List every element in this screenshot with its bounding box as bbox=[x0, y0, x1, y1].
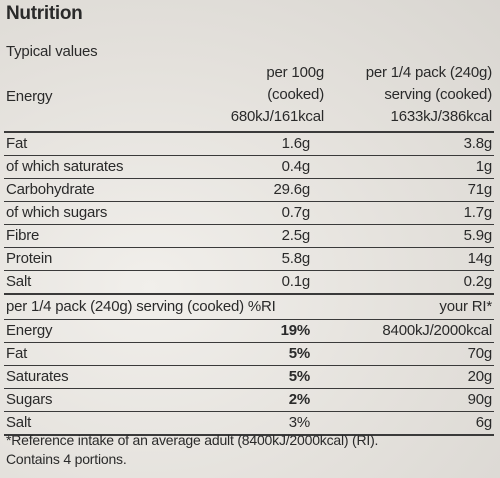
ri-row: Fat 5% 70g bbox=[4, 343, 494, 366]
ri-percent: 19% bbox=[280, 322, 311, 339]
ri-row: Energy 19% 8400kJ/2000kcal bbox=[4, 320, 494, 343]
energy-label: Energy bbox=[6, 88, 53, 105]
nutrient-name: Salt bbox=[6, 273, 32, 290]
footnote-ri: *Reference intake of an average adult (8… bbox=[6, 432, 379, 448]
ri-value: 8400kJ/2000kcal bbox=[382, 322, 492, 339]
nutrition-title: Nutrition bbox=[6, 3, 83, 24]
nutrient-name: Carbohydrate bbox=[6, 181, 95, 198]
nutrient-per100: 5.8g bbox=[281, 250, 311, 267]
ri-percent: 2% bbox=[288, 391, 310, 408]
footnote-portions: Contains 4 portions. bbox=[6, 451, 127, 467]
ri-percent: 5% bbox=[288, 345, 310, 362]
nutrient-per100: 0.7g bbox=[281, 204, 311, 221]
nutrient-name: Protein bbox=[6, 250, 53, 267]
ri-row: Sugars 2% 90g bbox=[4, 389, 494, 412]
table-row: Carbohydrate 29.6g 71g bbox=[4, 179, 494, 202]
ri-value: 20g bbox=[467, 368, 493, 385]
per100-header-line2: (cooked) bbox=[267, 86, 324, 103]
table-row: Fibre 2.5g 5.9g bbox=[4, 225, 494, 248]
nutrient-per100: 0.4g bbox=[281, 158, 311, 175]
ri-header-row: per 1/4 pack (240g) serving (cooked) %RI… bbox=[4, 295, 494, 320]
ri-name: Salt bbox=[6, 414, 32, 431]
ri-name: Fat bbox=[6, 345, 28, 362]
nutrient-serving: 1.7g bbox=[463, 204, 493, 221]
per100-header-line1: per 100g bbox=[266, 64, 324, 81]
typical-values-label: Typical values bbox=[6, 43, 98, 60]
nutrient-serving: 3.8g bbox=[463, 135, 493, 152]
nutrient-per100: 29.6g bbox=[273, 181, 310, 198]
ri-value: 70g bbox=[467, 345, 493, 362]
nutrient-serving: 1g bbox=[475, 158, 493, 175]
nutrient-name: of which sugars bbox=[6, 204, 108, 221]
footnote: *Reference intake of an average adult (8… bbox=[6, 431, 378, 469]
nutrient-per100: 2.5g bbox=[281, 227, 311, 244]
nutrient-per100: 1.6g bbox=[281, 135, 311, 152]
nutrient-name: of which saturates bbox=[6, 158, 124, 175]
ri-name: Energy bbox=[6, 322, 53, 339]
table-row: Protein 5.8g 14g bbox=[4, 248, 494, 271]
nutrient-serving: 14g bbox=[467, 250, 493, 267]
table-row: Fat 1.6g 3.8g bbox=[4, 133, 494, 156]
ri-header-right: your RI* bbox=[439, 298, 492, 315]
serving-header-line1: per 1/4 pack (240g) bbox=[365, 64, 492, 81]
ri-percent: 3% bbox=[288, 414, 310, 431]
ri-value: 90g bbox=[467, 391, 493, 408]
serving-header-line2: serving (cooked) bbox=[384, 86, 492, 103]
per100-energy: 680kJ/161kcal bbox=[230, 108, 324, 125]
table-row: of which sugars 0.7g 1.7g bbox=[4, 202, 494, 225]
table-row: Salt 0.1g 0.2g bbox=[4, 271, 494, 295]
nutrient-serving: 71g bbox=[467, 181, 493, 198]
nutrient-per100: 0.1g bbox=[281, 273, 311, 290]
nutrition-table: Fat 1.6g 3.8g of which saturates 0.4g 1g… bbox=[4, 131, 494, 436]
serving-energy: 1633kJ/386kcal bbox=[390, 108, 493, 125]
ri-percent: 5% bbox=[288, 368, 310, 385]
ri-row: Saturates 5% 20g bbox=[4, 366, 494, 389]
ri-value: 6g bbox=[475, 414, 493, 431]
ri-name: Saturates bbox=[6, 368, 69, 385]
nutrient-name: Fat bbox=[6, 135, 28, 152]
ri-row: Salt 3% 6g bbox=[4, 412, 494, 436]
ri-header-left: per 1/4 pack (240g) serving (cooked) %RI bbox=[6, 298, 276, 315]
table-row: of which saturates 0.4g 1g bbox=[4, 156, 494, 179]
nutrient-serving: 0.2g bbox=[463, 273, 493, 290]
nutrient-serving: 5.9g bbox=[463, 227, 493, 244]
nutrient-name: Fibre bbox=[6, 227, 40, 244]
ri-name: Sugars bbox=[6, 391, 53, 408]
